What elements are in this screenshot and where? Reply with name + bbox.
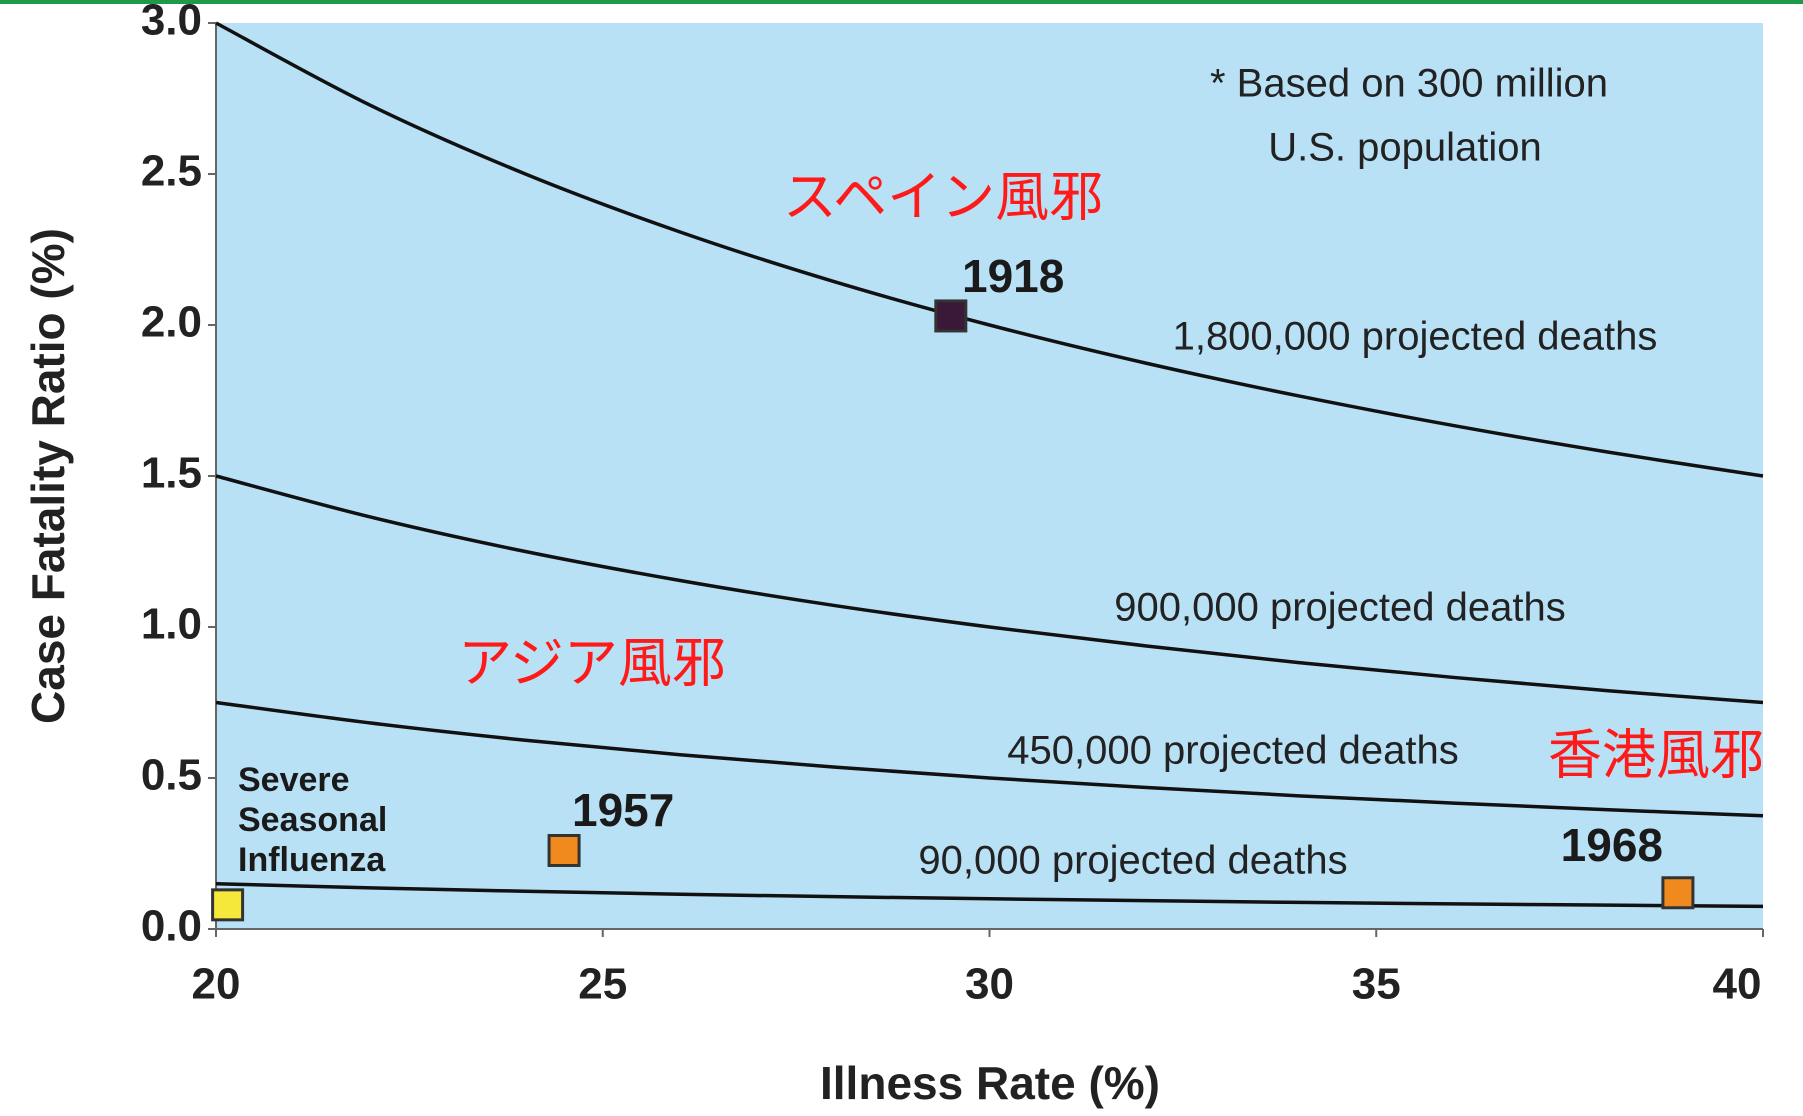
y-tick-label: 1.5	[141, 449, 202, 498]
curve-label: 450,000 projected deaths	[1007, 729, 1458, 773]
point-label: 1918	[962, 250, 1064, 302]
y-tick-label: 0.5	[141, 751, 202, 800]
x-tick-label: 20	[192, 960, 241, 1009]
top-rule	[0, 0, 1803, 4]
curve	[215, 700, 1764, 818]
curve	[215, 474, 1764, 705]
curve-label: 90,000 projected deaths	[918, 839, 1347, 883]
y-axis-label: Case Fatality Ratio (%)	[22, 228, 74, 724]
y-tick-label: 2.0	[141, 298, 202, 347]
point-marker	[211, 888, 245, 922]
x-axis-label: Illness Rate (%)	[820, 1057, 1160, 1109]
curve-label: 900,000 projected deaths	[1114, 586, 1565, 630]
y-tick-label: 0.0	[141, 902, 202, 951]
y-tick-label: 2.5	[141, 147, 202, 196]
annotation: スペイン風邪	[783, 167, 1103, 227]
point-label: 1968	[1561, 819, 1663, 871]
curve	[215, 21, 1764, 478]
point-marker	[1661, 876, 1695, 910]
y-tick-label: 3.0	[141, 0, 202, 45]
point-marker	[934, 299, 968, 333]
curve	[215, 881, 1764, 909]
point-label: Influenza	[238, 841, 386, 879]
annotation: 香港風邪	[1548, 725, 1764, 785]
annotation: アジア風邪	[458, 633, 726, 693]
point-label: 1957	[572, 784, 674, 836]
point-marker	[547, 833, 581, 867]
x-tick-label: 25	[578, 960, 627, 1009]
curve-label: 1,800,000 projected deaths	[1173, 315, 1658, 359]
note: U.S. population	[1268, 126, 1542, 170]
y-tick-label: 1.0	[141, 600, 202, 649]
x-tick-label: 30	[965, 960, 1014, 1009]
point-label: Severe	[238, 761, 350, 799]
point-label: Seasonal	[238, 801, 387, 839]
x-tick-label: 35	[1352, 960, 1401, 1009]
x-tick-label: 40	[1713, 960, 1762, 1009]
note: * Based on 300 million	[1210, 62, 1608, 106]
